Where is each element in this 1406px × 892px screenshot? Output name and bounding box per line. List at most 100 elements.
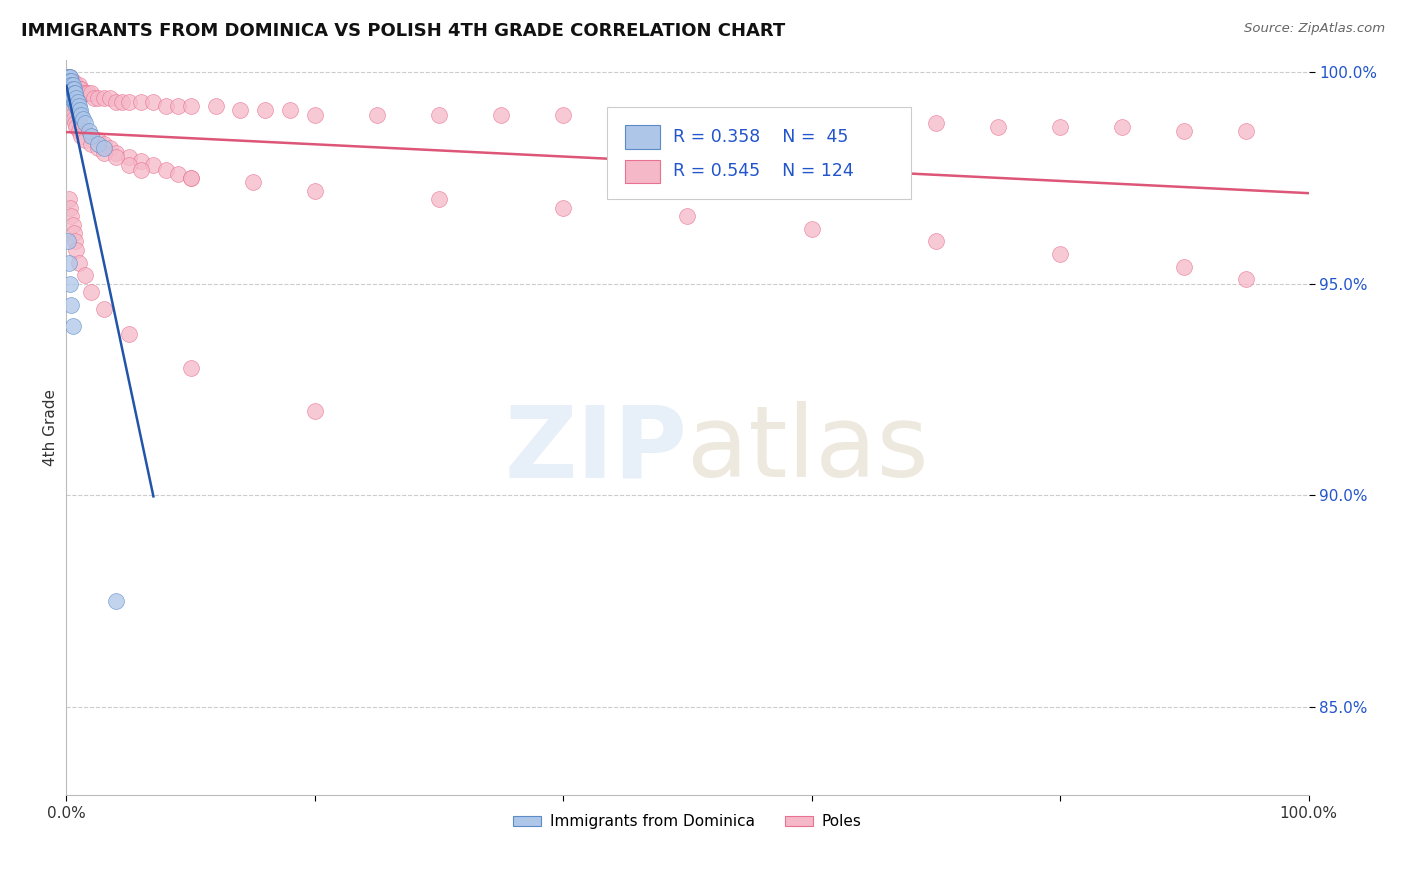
Point (70, 82, 93, 96)
Point (105, 95, 128, 109)
Point (98, 141, 121, 155)
Point (142, 158, 165, 172)
Point (63, 103, 86, 118)
Point (66, 103, 89, 118)
Point (65, 243, 87, 257)
Text: IMMIGRANTS FROM DOMINICA VS POLISH 4TH GRADE CORRELATION CHART: IMMIGRANTS FROM DOMINICA VS POLISH 4TH G… (21, 22, 786, 40)
Point (63, 112, 86, 126)
Point (180, 171, 202, 186)
Point (63, 82, 86, 96)
Point (59, 78, 82, 92)
Point (60, 209, 83, 223)
Point (75, 116, 97, 130)
Point (117, 95, 139, 109)
Point (63, 235, 86, 249)
Point (75, 133, 97, 147)
Point (105, 594, 128, 608)
Point (129, 154, 152, 169)
Point (77, 124, 100, 138)
Point (63, 116, 86, 130)
Point (62, 74, 84, 88)
Point (1236, 124, 1258, 138)
Point (59, 99, 82, 113)
Legend: Immigrants from Dominica, Poles: Immigrants from Dominica, Poles (508, 808, 868, 836)
Point (62, 82, 84, 96)
Text: R = 0.358    N =  45: R = 0.358 N = 45 (672, 128, 848, 146)
Point (489, 107, 512, 121)
Point (80, 128, 103, 143)
Point (1236, 272, 1258, 286)
Point (93, 137, 115, 152)
Point (111, 95, 134, 109)
Point (66, 95, 89, 109)
Point (65, 107, 87, 121)
Text: ZIP: ZIP (505, 401, 688, 498)
Point (366, 107, 388, 121)
Point (676, 112, 699, 126)
Text: atlas: atlas (688, 401, 929, 498)
Point (59, 70, 82, 84)
Point (59, 82, 82, 96)
Point (59, 74, 82, 88)
Point (105, 145, 128, 160)
Point (62, 78, 84, 92)
Point (80, 285, 103, 300)
Point (63, 82, 86, 96)
Point (614, 112, 637, 126)
Point (987, 120, 1010, 135)
Point (63, 95, 86, 109)
Point (65, 99, 87, 113)
Bar (626, 125, 661, 149)
Point (62, 95, 84, 109)
Point (66, 82, 89, 96)
Point (925, 116, 948, 130)
Point (1049, 120, 1071, 135)
Point (142, 95, 165, 109)
Point (800, 116, 823, 130)
Point (1049, 247, 1071, 261)
Point (58, 255, 80, 269)
Point (63, 78, 86, 92)
Point (67, 255, 90, 269)
Point (56, 74, 79, 88)
Point (63, 78, 86, 92)
Point (155, 99, 177, 113)
Point (167, 167, 190, 181)
Point (86, 137, 108, 152)
Point (63, 95, 86, 109)
Point (129, 162, 152, 177)
Point (117, 327, 139, 342)
Point (70, 120, 93, 135)
Point (62, 107, 84, 121)
Point (65, 90, 87, 104)
Point (62, 218, 84, 232)
Point (553, 107, 575, 121)
Point (62, 318, 84, 333)
Point (60, 298, 83, 312)
Point (105, 150, 128, 164)
Point (58, 70, 80, 84)
Point (304, 107, 326, 121)
Point (80, 128, 103, 143)
Point (56, 78, 79, 92)
Point (80, 87, 103, 101)
Point (242, 175, 264, 189)
Point (63, 226, 86, 240)
Point (67, 87, 90, 101)
Point (56, 235, 79, 249)
Point (58, 74, 80, 88)
Point (67, 99, 90, 113)
Point (56, 70, 79, 84)
Point (155, 162, 177, 177)
Point (58, 82, 80, 96)
Point (1173, 124, 1195, 138)
Point (60, 74, 83, 88)
Point (60, 74, 83, 88)
Point (60, 103, 83, 118)
Point (58, 70, 80, 84)
Point (58, 192, 80, 206)
Point (70, 107, 93, 121)
Point (58, 82, 80, 96)
Point (66, 112, 89, 126)
Point (427, 192, 450, 206)
